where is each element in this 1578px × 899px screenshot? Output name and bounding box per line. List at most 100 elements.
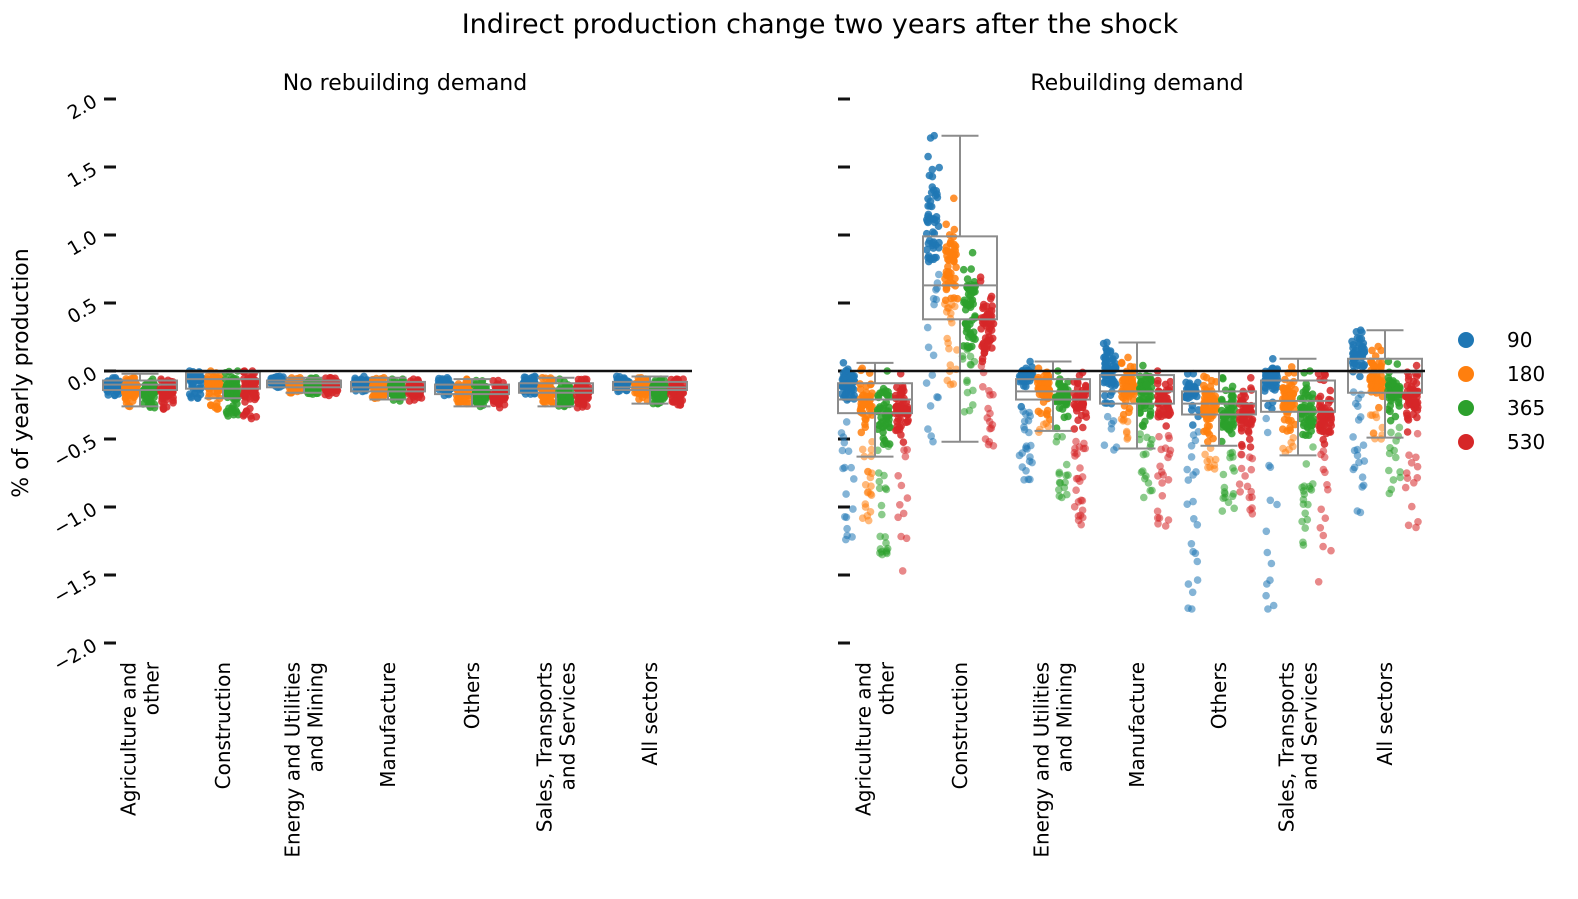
point-90 — [1103, 348, 1111, 356]
point-365 — [1224, 407, 1233, 415]
point-530 — [1072, 437, 1080, 446]
point-180 — [1117, 358, 1126, 367]
point-530 — [1154, 398, 1163, 406]
point-365 — [1147, 392, 1156, 401]
point-365 — [878, 510, 886, 519]
point-365 — [1063, 490, 1071, 499]
point-530 — [979, 383, 987, 391]
point-365 — [963, 275, 972, 283]
point-365 — [1396, 473, 1404, 482]
point-365 — [876, 403, 884, 411]
point-90 — [1353, 507, 1362, 515]
point-530 — [1323, 481, 1331, 489]
point-90 — [1184, 476, 1193, 484]
point-365 — [875, 484, 884, 493]
point-530 — [1245, 435, 1254, 444]
point-530 — [1326, 386, 1335, 395]
point-365 — [1389, 476, 1398, 484]
point-90 — [1191, 549, 1200, 558]
point-530 — [902, 418, 910, 427]
point-530 — [495, 400, 503, 409]
point-365 — [1056, 380, 1064, 388]
point-530 — [1247, 374, 1255, 382]
point-365 — [1394, 432, 1403, 440]
point-90 — [1273, 500, 1281, 509]
point-90 — [844, 384, 852, 393]
point-530 — [1326, 428, 1335, 436]
point-180 — [1043, 378, 1052, 387]
x-tick-label: Manufacture — [1125, 662, 1149, 788]
point-530 — [1070, 503, 1079, 511]
point-365 — [970, 357, 979, 366]
point-365 — [1299, 421, 1308, 430]
point-90 — [1193, 521, 1202, 529]
point-180 — [864, 488, 872, 496]
point-90 — [1100, 441, 1109, 450]
point-90 — [843, 524, 851, 533]
point-365 — [1385, 376, 1394, 385]
point-530 — [1321, 468, 1329, 477]
point-180 — [371, 394, 380, 402]
point-365 — [875, 477, 884, 486]
point-90 — [926, 134, 935, 142]
point-365 — [1301, 431, 1310, 440]
point-530 — [1407, 459, 1416, 467]
point-530 — [1166, 384, 1174, 393]
point-90 — [1360, 361, 1369, 369]
point-90 — [441, 376, 450, 384]
point-530 — [1156, 462, 1164, 471]
point-90 — [1193, 557, 1202, 566]
point-180 — [1202, 373, 1211, 382]
point-90 — [1350, 446, 1359, 455]
point-90 — [1101, 360, 1109, 368]
point-90 — [928, 172, 937, 181]
point-365 — [560, 378, 569, 386]
point-180 — [941, 296, 950, 305]
point-90 — [842, 418, 851, 426]
point-90 — [1268, 405, 1276, 413]
legend-marker-90 — [1458, 332, 1474, 348]
point-530 — [1163, 394, 1171, 402]
point-530 — [410, 396, 419, 404]
point-530 — [1073, 450, 1081, 458]
point-530 — [1246, 443, 1255, 451]
point-530 — [983, 414, 992, 422]
point-180 — [1287, 363, 1296, 371]
x-tick-label: Energy and Utilitiesand Mining — [1030, 662, 1077, 858]
legend-label: 365 — [1507, 396, 1545, 420]
point-530 — [1314, 578, 1323, 586]
point-180 — [945, 344, 953, 353]
point-530 — [1413, 406, 1422, 415]
point-90 — [842, 367, 850, 375]
point-530 — [1315, 402, 1324, 411]
point-90 — [850, 475, 858, 483]
point-365 — [1221, 386, 1230, 395]
point-530 — [246, 395, 254, 403]
point-530 — [1166, 377, 1175, 386]
point-90 — [1187, 540, 1196, 548]
point-530 — [1412, 453, 1420, 462]
point-530 — [978, 354, 987, 363]
point-530 — [1413, 462, 1422, 471]
point-530 — [1327, 421, 1335, 430]
point-180 — [944, 268, 953, 276]
point-365 — [1229, 423, 1237, 431]
point-530 — [417, 394, 426, 402]
point-90 — [924, 202, 932, 210]
point-530 — [1072, 486, 1080, 495]
point-180 — [1280, 415, 1289, 424]
point-530 — [1074, 416, 1082, 425]
point-530 — [894, 513, 902, 522]
point-90 — [847, 463, 855, 472]
point-530 — [1164, 476, 1173, 484]
point-90 — [935, 163, 943, 172]
point-530 — [575, 392, 584, 401]
point-530 — [1072, 474, 1081, 483]
point-365 — [967, 265, 975, 273]
point-90 — [926, 214, 935, 222]
point-365 — [1055, 492, 1064, 500]
point-180 — [942, 220, 950, 229]
point-90 — [1103, 412, 1112, 421]
point-90 — [928, 239, 937, 247]
